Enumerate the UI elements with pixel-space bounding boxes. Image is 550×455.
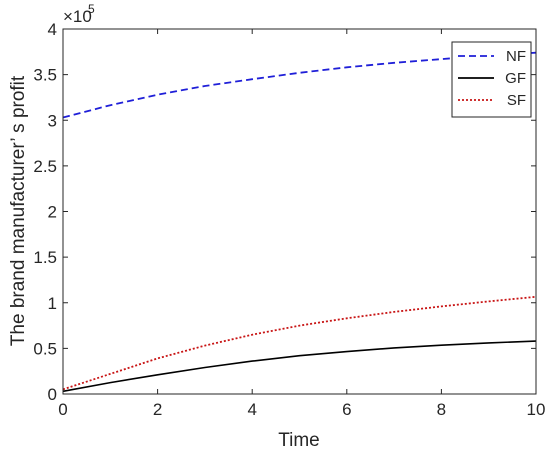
y-tick-label: 2 — [48, 203, 57, 222]
y-tick-label: 3 — [48, 111, 57, 130]
legend-label: GF — [505, 70, 526, 87]
x-axis: 0 2 4 6 8 10 — [58, 29, 545, 419]
y-exponent-power: 5 — [88, 2, 95, 16]
y-tick-label: 3.5 — [33, 66, 57, 85]
x-axis-label: Time — [278, 430, 320, 451]
legend-box — [451, 41, 532, 118]
x-tick-label: 2 — [153, 400, 162, 419]
legend-label: NF — [506, 48, 526, 65]
y-tick-label: 2.5 — [33, 157, 57, 176]
legend: NF GF SF — [451, 41, 532, 118]
y-tick-label: 1.5 — [33, 248, 57, 267]
legend-label: SF — [507, 92, 526, 109]
x-tick-label: 10 — [527, 400, 546, 419]
y-tick-label: 4 — [48, 20, 57, 39]
x-tick-label: 8 — [437, 400, 446, 419]
x-tick-label: 6 — [342, 400, 351, 419]
series-line-gf — [62, 340, 537, 393]
x-tick-label: 0 — [58, 400, 67, 419]
y-axis: 0 0.5 1 1.5 2 2.5 3 3.5 4 — [33, 20, 536, 404]
y-exponent-base: ×10 — [63, 7, 92, 26]
y-tick-label: 0.5 — [33, 339, 57, 358]
y-tick-label: 1 — [48, 294, 57, 313]
y-tick-label: 0 — [48, 385, 57, 404]
y-axis-label: The brand manufacturer’ s profit — [8, 75, 29, 346]
series-line-sf — [62, 295, 537, 391]
x-tick-label: 4 — [247, 400, 256, 419]
